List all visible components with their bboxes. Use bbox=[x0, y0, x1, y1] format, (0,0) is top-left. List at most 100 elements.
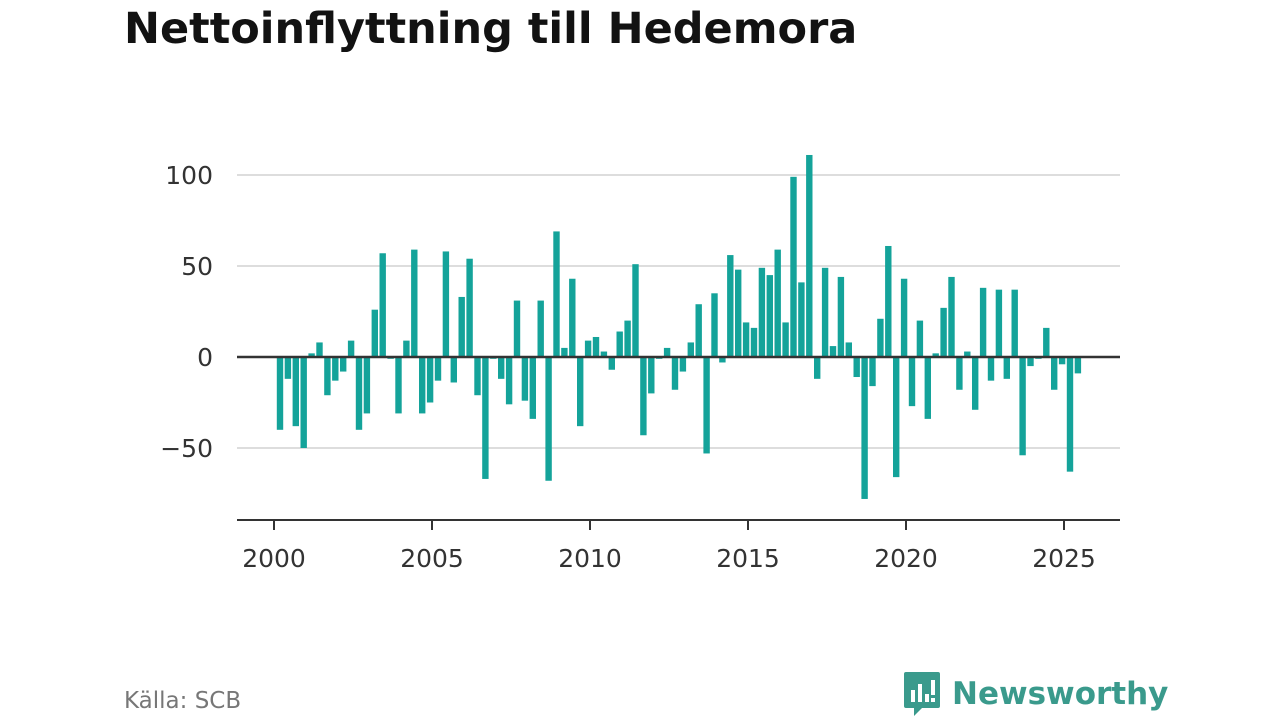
bar bbox=[900, 278, 908, 357]
bar bbox=[924, 357, 931, 419]
bar bbox=[395, 357, 402, 414]
bar bbox=[403, 340, 410, 357]
bar bbox=[948, 276, 955, 357]
bar bbox=[474, 357, 481, 396]
bar bbox=[964, 351, 971, 357]
bar bbox=[355, 357, 363, 430]
bar bbox=[790, 176, 797, 357]
bar bbox=[703, 357, 710, 454]
bar bbox=[347, 340, 355, 357]
axes: −50 0 50 100 2000 2005 2010 2015 2020 2025 bbox=[160, 161, 1120, 573]
bar bbox=[829, 346, 837, 357]
x-tick-label: 2025 bbox=[1032, 544, 1096, 573]
bar bbox=[316, 342, 323, 357]
bar bbox=[592, 336, 600, 357]
bar bbox=[972, 357, 979, 410]
bar bbox=[324, 357, 331, 396]
bar bbox=[995, 289, 1003, 357]
bar bbox=[821, 267, 829, 357]
brand-logo[interactable]: Newsworthy bbox=[902, 670, 1168, 718]
bar bbox=[1066, 357, 1074, 472]
newsworthy-logo-icon bbox=[904, 672, 940, 716]
bar bbox=[1051, 357, 1058, 390]
y-tick-label: 0 bbox=[197, 343, 213, 372]
x-tick-label: 2000 bbox=[242, 544, 306, 573]
bar bbox=[450, 357, 457, 383]
x-tick-label: 2020 bbox=[874, 544, 938, 573]
bar bbox=[806, 154, 813, 357]
bar bbox=[1074, 357, 1082, 374]
bar bbox=[1003, 357, 1010, 379]
source-note: Källa: SCB bbox=[124, 688, 242, 714]
bar bbox=[276, 357, 284, 430]
bar bbox=[419, 357, 426, 414]
bar bbox=[956, 357, 963, 390]
bar bbox=[987, 357, 995, 381]
bar bbox=[569, 278, 576, 357]
bar bbox=[300, 357, 307, 448]
bar bbox=[885, 245, 892, 357]
bar bbox=[363, 357, 371, 414]
bar bbox=[979, 287, 987, 357]
bar bbox=[600, 351, 608, 357]
bar bbox=[1011, 289, 1018, 357]
bar bbox=[750, 327, 758, 357]
bar bbox=[869, 357, 876, 387]
bar bbox=[292, 357, 299, 427]
bar bbox=[577, 357, 584, 427]
bar bbox=[671, 357, 679, 390]
bar bbox=[411, 249, 418, 357]
bar bbox=[774, 249, 781, 357]
bar-series bbox=[276, 154, 1082, 499]
chart-title: Nettoinflyttning till Hedemora bbox=[124, 4, 858, 54]
bar bbox=[553, 231, 560, 357]
bar bbox=[608, 357, 615, 370]
bar bbox=[1027, 357, 1034, 367]
bar bbox=[371, 309, 378, 357]
bar bbox=[916, 320, 924, 357]
bar bbox=[861, 357, 868, 499]
bar bbox=[640, 357, 647, 436]
y-tick-label: 50 bbox=[181, 252, 213, 281]
bar bbox=[853, 357, 860, 378]
bar bbox=[458, 296, 465, 357]
bar bbox=[284, 357, 292, 379]
bar bbox=[711, 293, 718, 357]
bar bbox=[498, 357, 505, 379]
bar bbox=[940, 307, 947, 357]
bar bbox=[537, 300, 544, 357]
bar bbox=[308, 353, 315, 357]
x-tick-label: 2005 bbox=[400, 544, 464, 573]
bar bbox=[695, 304, 702, 357]
bar bbox=[877, 318, 884, 357]
bar bbox=[719, 357, 726, 363]
x-tick-label: 2010 bbox=[558, 544, 622, 573]
bar bbox=[758, 267, 766, 357]
bar bbox=[814, 357, 821, 379]
bar bbox=[1058, 357, 1066, 365]
bar bbox=[632, 264, 639, 357]
bar bbox=[893, 357, 900, 478]
bar bbox=[529, 357, 536, 419]
bar bbox=[648, 357, 655, 394]
bar bbox=[584, 340, 592, 357]
bar bbox=[545, 357, 552, 481]
bar bbox=[679, 357, 687, 372]
bar bbox=[521, 357, 529, 401]
bar bbox=[482, 357, 489, 479]
bar bbox=[742, 322, 750, 357]
bar bbox=[426, 357, 434, 403]
bar bbox=[798, 282, 805, 357]
bar bbox=[442, 251, 450, 357]
bar bbox=[513, 300, 521, 357]
bar bbox=[932, 353, 939, 357]
bar bbox=[466, 258, 473, 357]
bar bbox=[735, 269, 742, 357]
bar bbox=[434, 357, 442, 381]
bar bbox=[624, 320, 631, 357]
bar bbox=[505, 357, 513, 405]
bar bbox=[845, 342, 852, 357]
bar bbox=[1043, 327, 1050, 357]
bar bbox=[766, 275, 773, 357]
